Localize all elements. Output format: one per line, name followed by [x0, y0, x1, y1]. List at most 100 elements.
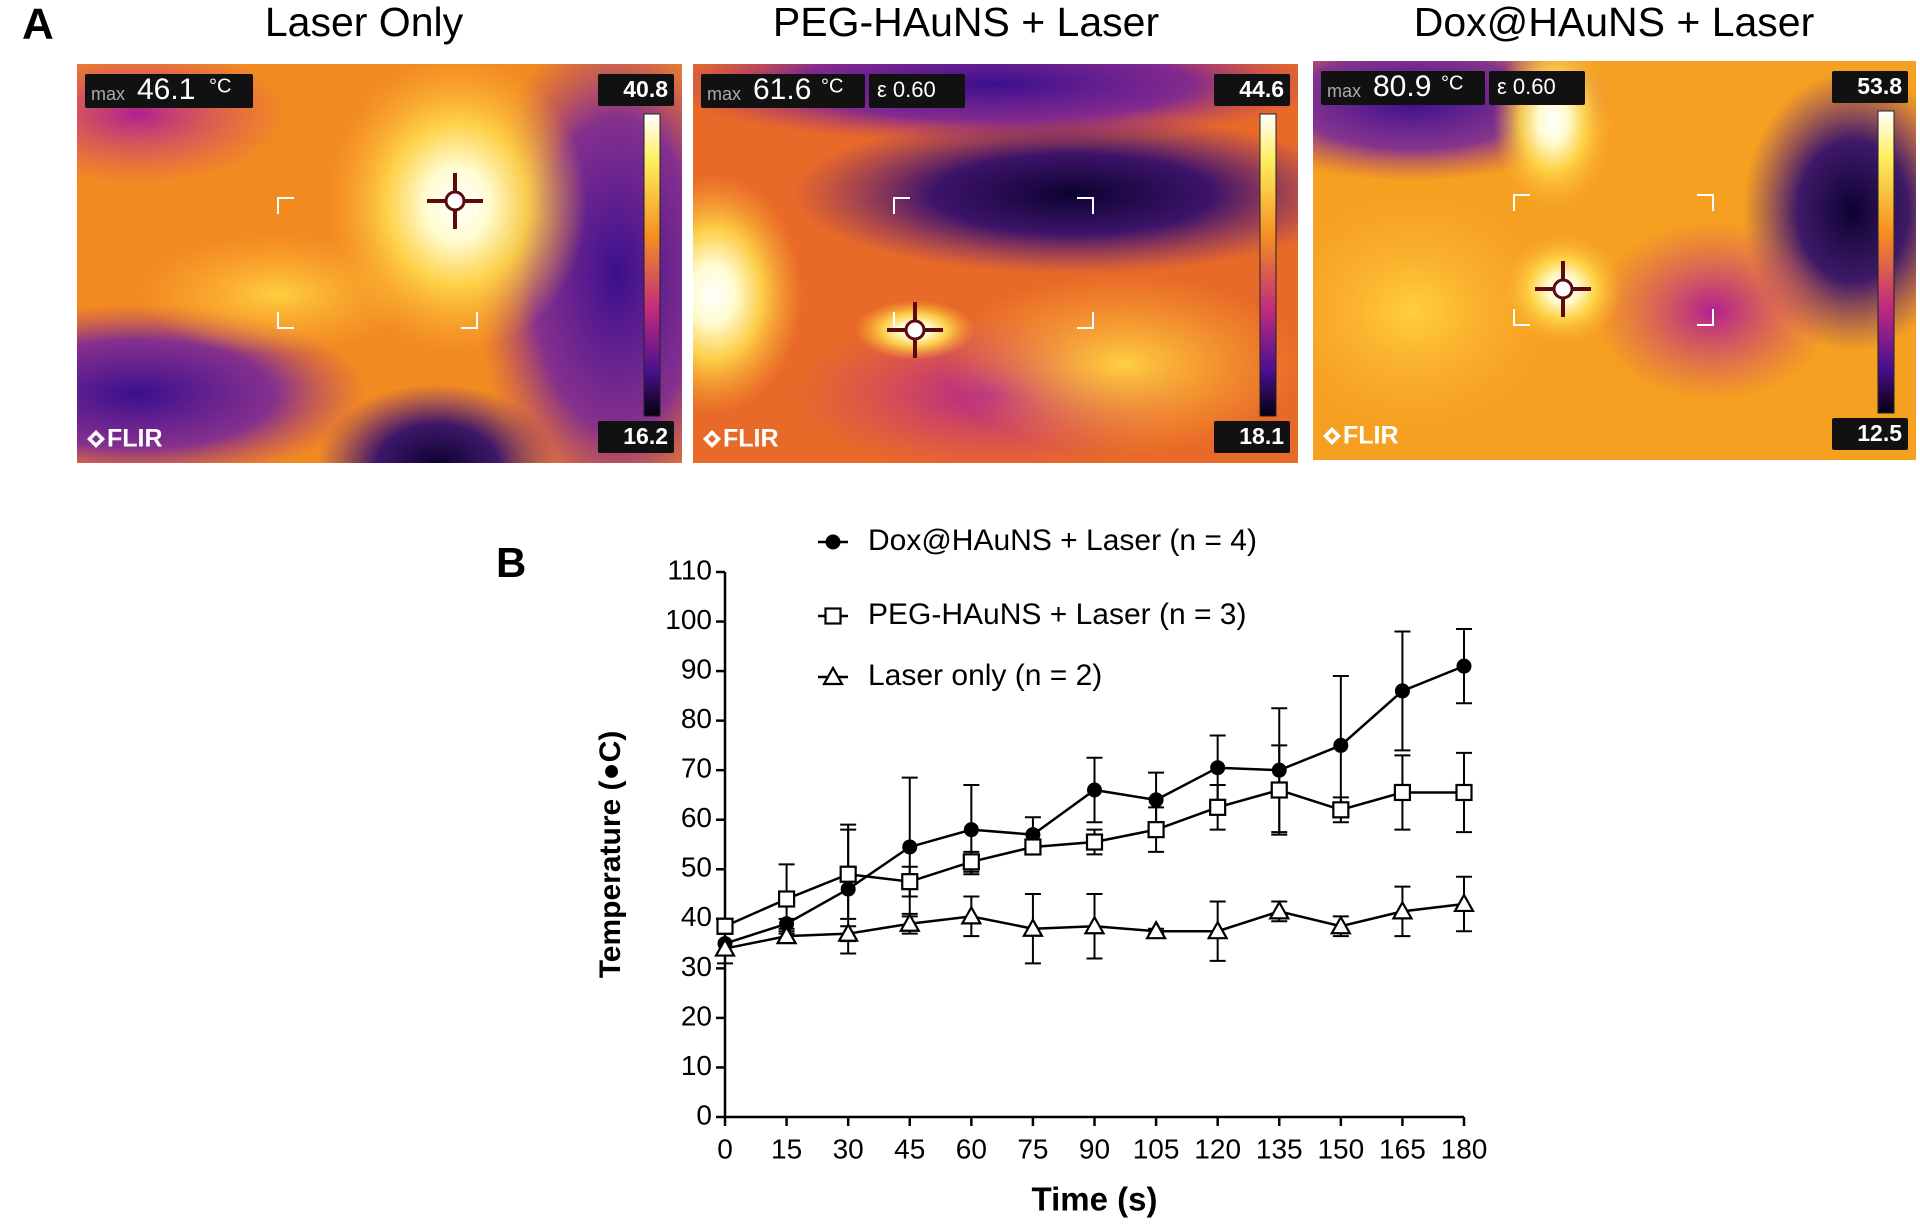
- focus-bracket: [277, 312, 294, 329]
- panel-label: A: [22, 0, 54, 49]
- panel-title: Dox@HAuNS + Laser: [1414, 0, 1815, 45]
- legend-label: Laser only (n = 2): [868, 659, 1102, 692]
- emissivity: ε 0.60: [877, 77, 936, 102]
- focus-bracket: [1697, 309, 1714, 326]
- legend-marker: [822, 665, 844, 686]
- marker: [775, 924, 798, 945]
- legend-marker: [825, 534, 841, 550]
- x-tick-label: 0: [717, 1133, 733, 1164]
- x-tick-label: 75: [1017, 1133, 1048, 1164]
- marker: [1083, 915, 1106, 935]
- max-label: max: [91, 84, 125, 104]
- marker: [901, 873, 919, 891]
- max-label: max: [707, 84, 741, 104]
- max-label: max: [1327, 81, 1361, 101]
- focus-bracket: [461, 312, 478, 329]
- emissivity-box: [869, 74, 965, 108]
- x-tick-label: 60: [956, 1133, 987, 1164]
- scale-top-box: [598, 74, 674, 106]
- marker: [1455, 783, 1473, 802]
- crosshair-ring: [1552, 278, 1574, 300]
- brand-icon: [87, 430, 105, 448]
- max-box: [85, 74, 253, 108]
- y-tick-label: 70: [681, 753, 712, 784]
- scale-bottom-box: [598, 421, 674, 453]
- marker: [902, 839, 918, 855]
- panel-title: Laser Only: [265, 0, 464, 45]
- focus-bracket: [1077, 197, 1094, 214]
- marker: [840, 881, 856, 897]
- marker: [716, 917, 734, 935]
- marker: [1206, 919, 1229, 940]
- marker: [1333, 737, 1349, 753]
- marker: [1085, 833, 1104, 851]
- max-box: [1321, 71, 1485, 105]
- y-tick-label: 90: [681, 653, 712, 684]
- y-tick-label: 20: [681, 1000, 712, 1031]
- scale-bottom: 12.5: [1857, 420, 1902, 446]
- marker: [839, 865, 857, 883]
- focus-bracket: [461, 197, 478, 214]
- legend-marker: [824, 607, 842, 625]
- brand: FLIR: [723, 425, 779, 453]
- emissivity-box: [1489, 71, 1585, 105]
- scale-top-box: [1214, 74, 1290, 106]
- scale-bottom: 16.2: [623, 423, 668, 449]
- x-tick-label: 15: [771, 1133, 802, 1164]
- color-bar: [1877, 110, 1895, 414]
- focus-bracket: [277, 197, 294, 214]
- scale-bottom: 18.1: [1239, 423, 1284, 449]
- marker: [1271, 762, 1287, 778]
- brand-icon: [1323, 427, 1341, 445]
- color-bar: [643, 113, 661, 417]
- marker: [1145, 919, 1167, 940]
- y-tick-label: 60: [681, 802, 712, 833]
- marker: [1393, 783, 1412, 802]
- marker: [963, 822, 979, 838]
- legend-label: Dox@HAuNS + Laser (n = 4): [868, 524, 1257, 557]
- thermal-image: max 46.1 °C 40.8 16.2 FLIR: [77, 64, 682, 463]
- max-box: [701, 74, 865, 108]
- scale-top: 40.8: [623, 76, 668, 102]
- marker: [1456, 658, 1472, 674]
- crosshair-ring: [444, 190, 466, 212]
- marker: [1270, 781, 1288, 799]
- marker: [714, 937, 736, 957]
- scale-bottom-box: [1214, 421, 1290, 453]
- marker: [1268, 900, 1291, 920]
- legend-label: PEG-HAuNS + Laser (n = 3): [868, 598, 1247, 631]
- marker: [1024, 838, 1042, 856]
- panel-label: B: [496, 539, 526, 586]
- x-tick-label: 135: [1256, 1133, 1303, 1164]
- color-bar: [1259, 113, 1277, 417]
- thermal-image: max 61.6 °C ε 0.60 44.6 18.1 FLIR: [693, 64, 1298, 463]
- y-axis-title: Temperature (●C): [594, 731, 627, 979]
- marker: [962, 853, 980, 871]
- brand: FLIR: [1343, 422, 1399, 450]
- y-tick-label: 80: [681, 703, 712, 734]
- marker: [960, 905, 983, 925]
- max-unit: °C: [209, 75, 231, 97]
- marker: [1394, 683, 1410, 699]
- x-tick-label: 45: [894, 1133, 925, 1164]
- x-tick-label: 165: [1379, 1133, 1426, 1164]
- x-tick-label: 180: [1441, 1133, 1488, 1164]
- y-tick-label: 50: [681, 852, 712, 883]
- focus-bracket: [1697, 194, 1714, 211]
- max-unit: °C: [821, 75, 843, 97]
- y-tick-label: 110: [667, 554, 712, 585]
- x-tick-label: 105: [1133, 1133, 1180, 1164]
- marker: [1391, 900, 1414, 920]
- max-unit: °C: [1441, 72, 1463, 94]
- focus-bracket: [1513, 194, 1530, 211]
- brand-icon: [703, 430, 721, 448]
- x-tick-label: 30: [833, 1133, 864, 1164]
- marker: [777, 890, 796, 908]
- scale-top: 44.6: [1239, 76, 1284, 102]
- scale-top: 53.8: [1857, 73, 1902, 99]
- y-tick-label: 0: [696, 1099, 712, 1130]
- focus-bracket: [1077, 312, 1094, 329]
- focus-bracket: [893, 197, 910, 214]
- max-value: 80.9: [1373, 70, 1431, 103]
